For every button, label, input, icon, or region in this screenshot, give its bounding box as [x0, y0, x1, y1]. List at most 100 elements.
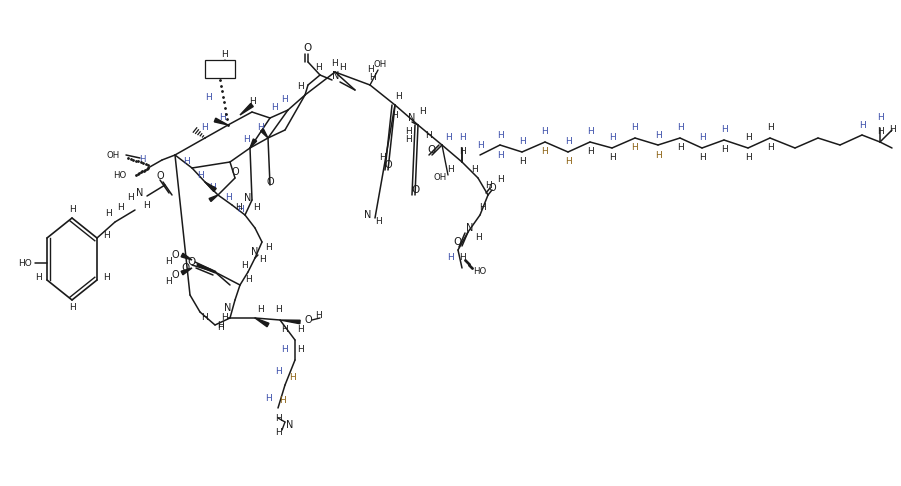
Text: H: H — [202, 313, 208, 323]
Text: H: H — [265, 394, 271, 402]
Text: H: H — [237, 206, 243, 214]
Text: N: N — [364, 210, 372, 220]
Text: H: H — [369, 73, 376, 83]
Text: H: H — [282, 346, 288, 354]
Text: H: H — [447, 254, 453, 262]
Text: H: H — [405, 136, 412, 144]
Polygon shape — [250, 139, 257, 148]
Text: H: H — [485, 180, 491, 190]
Text: H: H — [565, 138, 571, 146]
Text: H: H — [222, 313, 228, 323]
Text: H: H — [282, 96, 288, 104]
Text: H: H — [565, 157, 571, 167]
Text: H: H — [314, 311, 322, 319]
Text: H: H — [378, 154, 386, 162]
Text: H: H — [698, 134, 705, 142]
Text: O: O — [305, 315, 312, 325]
Text: N: N — [244, 193, 251, 203]
Text: H: H — [405, 127, 412, 137]
Text: H: H — [259, 256, 267, 264]
Text: H: H — [202, 123, 208, 133]
Text: H: H — [859, 121, 865, 129]
Text: H: H — [877, 114, 883, 122]
Text: H: H — [475, 233, 481, 243]
Text: H: H — [257, 123, 263, 133]
Text: H: H — [275, 414, 281, 422]
Polygon shape — [260, 129, 268, 138]
Text: H: H — [496, 131, 504, 139]
Text: HO: HO — [18, 259, 32, 267]
Text: H: H — [116, 204, 123, 212]
Text: O: O — [188, 257, 196, 267]
Text: H: H — [459, 134, 466, 142]
Text: H: H — [241, 260, 249, 270]
Text: H: H — [444, 134, 451, 142]
Text: H: H — [478, 204, 486, 212]
Text: H: H — [632, 123, 639, 133]
Polygon shape — [181, 253, 192, 260]
Text: OH: OH — [373, 60, 387, 69]
Text: H: H — [68, 303, 76, 312]
Text: O: O — [266, 177, 274, 187]
Text: O: O — [182, 263, 190, 273]
Text: H: H — [184, 157, 190, 167]
Text: HO: HO — [114, 171, 127, 179]
Text: O: O — [411, 185, 419, 195]
Text: H: H — [339, 64, 345, 72]
Polygon shape — [181, 268, 192, 275]
Text: H: H — [127, 193, 133, 203]
Text: H: H — [245, 276, 251, 284]
Text: H: H — [105, 209, 113, 219]
Text: H: H — [519, 138, 525, 146]
Text: H: H — [888, 125, 896, 135]
Text: H: H — [275, 428, 281, 436]
Text: O: O — [454, 237, 462, 247]
Text: H: H — [34, 274, 41, 282]
Text: O: O — [304, 43, 312, 53]
Text: H: H — [257, 306, 263, 314]
Text: H: H — [367, 66, 373, 74]
Text: H: H — [655, 131, 661, 139]
Text: H: H — [224, 193, 232, 203]
Polygon shape — [205, 182, 216, 191]
Text: H: H — [424, 131, 432, 139]
Text: H: H — [222, 51, 228, 59]
Text: H: H — [216, 324, 223, 332]
Text: H: H — [271, 104, 278, 112]
Text: H: H — [296, 83, 304, 91]
Text: O: O — [156, 171, 164, 181]
Text: H: H — [459, 254, 466, 262]
Bar — [205, 60, 235, 78]
Text: H: H — [103, 231, 109, 241]
Text: O: O — [232, 167, 239, 177]
Text: N: N — [408, 113, 415, 123]
Text: H: H — [219, 114, 225, 122]
Polygon shape — [240, 104, 253, 115]
Text: HO: HO — [473, 267, 487, 277]
Text: H: H — [519, 157, 525, 167]
Text: H: H — [234, 204, 241, 212]
Text: H: H — [196, 171, 204, 179]
Text: OH: OH — [106, 151, 120, 159]
Text: H: H — [395, 92, 401, 102]
Text: H: H — [608, 134, 615, 142]
Text: H: H — [68, 206, 76, 214]
Text: H: H — [165, 258, 171, 266]
Text: H: H — [275, 367, 281, 377]
Text: H: H — [314, 64, 322, 72]
Text: N: N — [251, 247, 259, 257]
Polygon shape — [255, 318, 268, 327]
Text: H: H — [278, 396, 286, 404]
Text: O: O — [488, 183, 496, 193]
Text: O: O — [384, 160, 392, 170]
Polygon shape — [214, 118, 228, 125]
Text: N: N — [136, 188, 143, 198]
Polygon shape — [280, 320, 300, 324]
Text: H: H — [471, 166, 478, 174]
Text: H: H — [542, 147, 549, 156]
Text: OH: OH — [433, 174, 447, 183]
Text: H: H — [242, 136, 250, 144]
Text: H: H — [275, 306, 281, 314]
Text: H: H — [216, 320, 223, 330]
Text: H: H — [496, 175, 504, 185]
